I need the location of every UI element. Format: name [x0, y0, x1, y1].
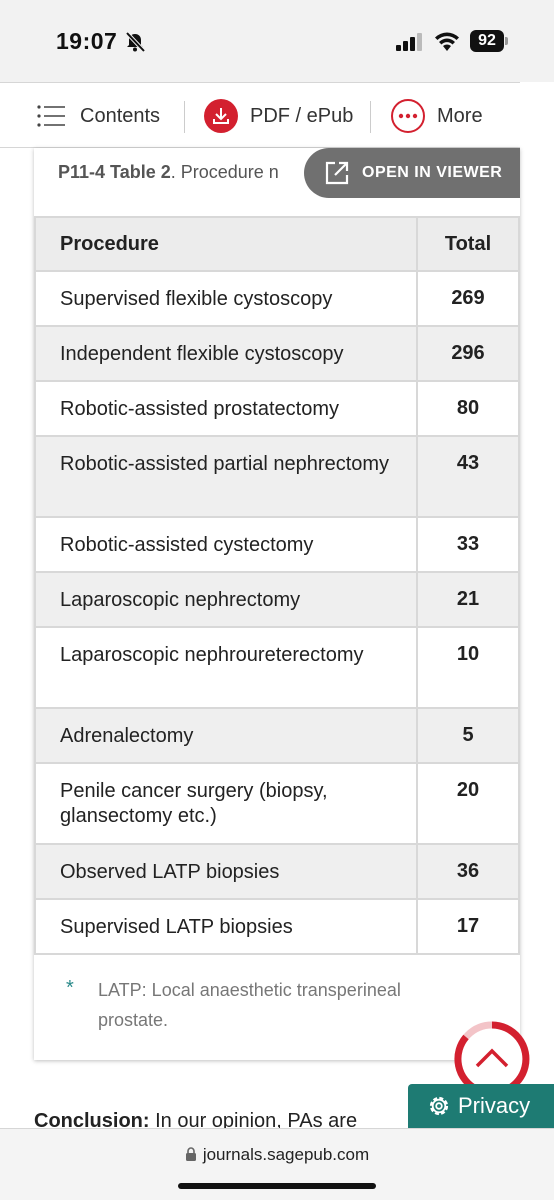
article-toolbar: Contents PDF / ePub More	[0, 82, 520, 148]
total-cell: 269	[416, 270, 520, 327]
procedure-cell: Independent flexible cystoscopy	[34, 325, 418, 382]
procedure-table: Procedure Total Supervised flexible cyst…	[34, 216, 520, 955]
pdf-epub-button[interactable]: PDF / ePub	[204, 83, 353, 149]
total-cell: 17	[416, 898, 520, 955]
table-caption-id: P11-4 Table 2	[58, 162, 171, 182]
header-total: Total	[416, 216, 520, 272]
total-cell: 5	[416, 707, 520, 764]
total-cell: 36	[416, 843, 520, 900]
contents-button[interactable]: Contents	[36, 83, 160, 149]
procedure-cell: Supervised LATP biopsies	[34, 898, 418, 955]
browser-address-bar[interactable]: journals.sagepub.com	[0, 1128, 554, 1200]
conclusion-heading: Conclusion:	[34, 1110, 150, 1130]
url-display[interactable]: journals.sagepub.com	[0, 1145, 554, 1165]
total-cell: 20	[416, 762, 520, 845]
table-row: Adrenalectomy 5	[34, 707, 520, 764]
conclusion-text: In our opinion, PAs are	[149, 1110, 358, 1130]
wifi-icon	[435, 32, 459, 51]
total-cell: 10	[416, 626, 520, 709]
table-caption-text: . Procedure n	[170, 162, 279, 182]
status-bar: 19:07 92	[0, 0, 554, 82]
battery-tip	[505, 37, 508, 45]
home-indicator	[178, 1183, 376, 1189]
header-procedure: Procedure	[34, 216, 418, 272]
privacy-label: Privacy	[458, 1093, 531, 1118]
procedure-cell: Laparoscopic nephroureterectomy	[34, 626, 418, 709]
more-button[interactable]: More	[391, 83, 483, 149]
bell-slash-icon	[125, 31, 146, 53]
gear-icon	[429, 1096, 449, 1116]
footnote-text: LATP: Local anaesthetic transperineal pr…	[98, 980, 401, 1030]
battery-indicator: 92	[470, 30, 508, 52]
lock-icon	[185, 1147, 196, 1161]
total-cell: 33	[416, 516, 520, 573]
cellular-signal-icon	[396, 33, 422, 51]
more-label: More	[437, 104, 483, 127]
status-time: 19:07	[56, 28, 118, 54]
pdf-epub-label: PDF / ePub	[250, 104, 354, 127]
total-cell: 80	[416, 380, 520, 437]
table-caption: P11-4 Table 2. Procedure n	[58, 162, 518, 183]
total-cell: 296	[416, 325, 520, 382]
table-row: Robotic-assisted prostatectomy 80	[34, 380, 520, 437]
procedure-cell: Robotic-assisted partial nephrectomy	[34, 435, 418, 518]
table-row: Robotic-assisted partial nephrectomy 43	[34, 435, 520, 518]
table-row: Laparoscopic nephroureterectomy 10	[34, 626, 520, 709]
battery-level: 92	[470, 30, 504, 52]
procedure-cell: Penile cancer surgery (biopsy, glansecto…	[34, 762, 418, 845]
procedure-cell: Observed LATP biopsies	[34, 843, 418, 900]
conclusion-paragraph: Conclusion: In our opinion, PAs are	[34, 1110, 414, 1130]
toolbar-divider	[370, 101, 371, 133]
procedure-cell: Adrenalectomy	[34, 707, 418, 764]
more-dots-icon	[391, 99, 425, 133]
table-footnote: * LATP: Local anaesthetic transperineal …	[66, 975, 468, 1035]
table-row: Supervised flexible cystoscopy 269	[34, 270, 520, 327]
toolbar-divider	[184, 101, 185, 133]
open-in-viewer-button[interactable]: OPEN IN VIEWER	[304, 148, 520, 198]
table-row: Laparoscopic nephrectomy 21	[34, 571, 520, 628]
total-cell: 43	[416, 435, 520, 518]
privacy-button[interactable]: Privacy	[408, 1084, 554, 1128]
table-row: Independent flexible cystoscopy 296	[34, 325, 520, 382]
table-row: Observed LATP biopsies 36	[34, 843, 520, 900]
total-cell: 21	[416, 571, 520, 628]
url-text: journals.sagepub.com	[202, 1145, 370, 1164]
chevron-up-icon	[475, 1048, 509, 1068]
open-in-viewer-label: OPEN IN VIEWER	[362, 164, 503, 181]
table-row: Robotic-assisted cystectomy 33	[34, 516, 520, 573]
table-header-row: Procedure Total	[34, 216, 520, 272]
contents-label: Contents	[80, 104, 161, 127]
footnote-marker: *	[66, 977, 74, 999]
procedure-cell: Robotic-assisted cystectomy	[34, 516, 418, 573]
download-icon	[204, 99, 238, 133]
external-open-icon	[325, 161, 349, 185]
procedure-cell: Laparoscopic nephrectomy	[34, 571, 418, 628]
table-row: Supervised LATP biopsies 17	[34, 898, 520, 955]
table-row: Penile cancer surgery (biopsy, glansecto…	[34, 762, 520, 845]
list-menu-icon	[37, 105, 65, 127]
procedure-cell: Supervised flexible cystoscopy	[34, 270, 418, 327]
procedure-cell: Robotic-assisted prostatectomy	[34, 380, 418, 437]
